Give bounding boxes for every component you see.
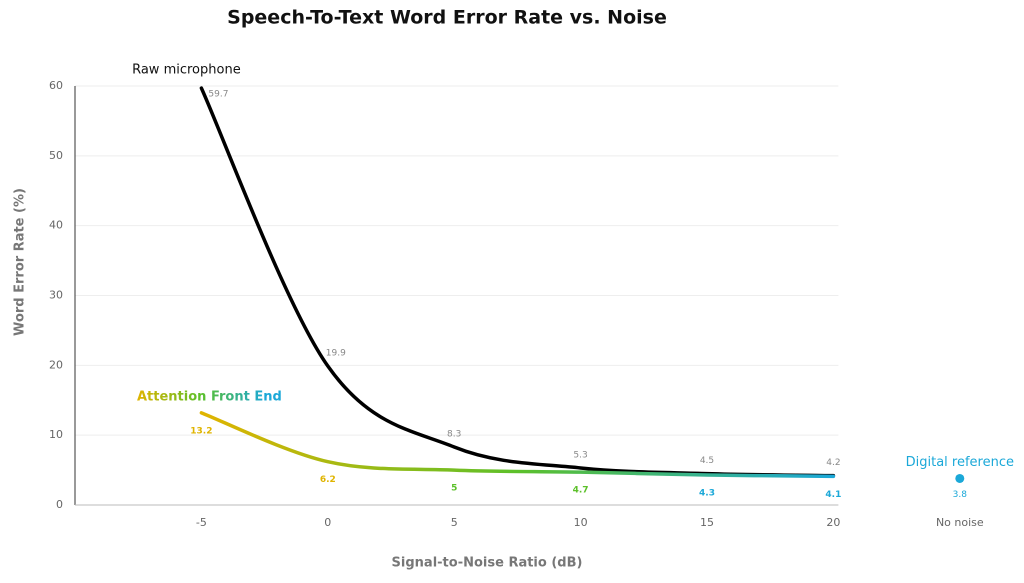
x-tick-label: 10 — [574, 516, 588, 529]
value-label: 5.3 — [573, 450, 587, 460]
y-axis-title: Word Error Rate (%) — [13, 188, 28, 336]
point — [955, 473, 965, 483]
value-label: 8.3 — [447, 430, 461, 440]
value-label: 4.3 — [699, 488, 715, 498]
value-label: 4.1 — [825, 490, 841, 500]
y-tick-label: 30 — [49, 289, 63, 302]
x-tick-label: No noise — [936, 516, 984, 529]
y-tick-label: 0 — [56, 498, 63, 511]
value-label: 13.2 — [190, 426, 212, 436]
series-line — [199, 411, 836, 479]
y-tick-label: 60 — [49, 79, 63, 92]
x-axis-title: Signal-to-Noise Ratio (dB) — [392, 556, 583, 571]
value-label: 59.7 — [208, 90, 228, 100]
x-tick-label: 20 — [826, 516, 840, 529]
x-tick-label: 0 — [324, 516, 331, 529]
y-tick-label: 20 — [49, 358, 63, 371]
value-label: 4.5 — [700, 456, 714, 466]
legend-label: Attention Front End — [137, 389, 282, 404]
x-tick-label: 5 — [451, 516, 458, 529]
value-label: 5 — [451, 484, 457, 494]
value-label: 3.8 — [953, 490, 968, 500]
legend-label: Digital reference — [906, 455, 1014, 470]
value-label: 6.2 — [320, 475, 336, 485]
x-tick-label: -5 — [196, 516, 207, 529]
y-tick-label: 10 — [49, 428, 63, 441]
chart-title: Speech-To-Text Word Error Rate vs. Noise — [227, 7, 667, 29]
value-label: 19.9 — [326, 349, 346, 359]
value-label: 4.2 — [826, 458, 840, 468]
value-label: 4.7 — [573, 486, 589, 496]
y-tick-label: 40 — [49, 219, 63, 232]
y-tick-label: 50 — [49, 149, 63, 162]
series-line — [199, 86, 836, 478]
legend-label: Raw microphone — [132, 63, 241, 78]
x-tick-label: 15 — [700, 516, 714, 529]
